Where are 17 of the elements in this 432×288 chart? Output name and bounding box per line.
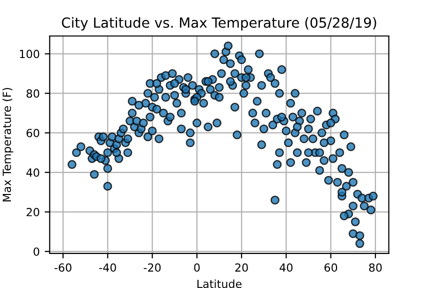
y-tick-label: 60 <box>26 128 40 138</box>
x-tick-label: -40 <box>99 263 116 272</box>
y-tick-label: 40 <box>26 168 40 177</box>
x-tick-label: 0 <box>194 263 200 272</box>
y-tick-label: 80 <box>26 89 40 98</box>
y-tick-label: 0 <box>34 247 40 256</box>
x-axis-title: Latitude <box>197 279 242 288</box>
x-tick-label: 40 <box>280 263 293 272</box>
y-axis-title: Max Temperature (F) <box>2 88 14 202</box>
chart-title: City Latitude vs. Max Temperature (05/28/19) <box>62 17 376 31</box>
y-tick-label: 20 <box>26 208 40 216</box>
x-tick-label: 60 <box>324 263 338 272</box>
x-tick-label: 80 <box>369 263 382 272</box>
x-tick-label: -20 <box>144 263 161 272</box>
x-tick-label: -60 <box>54 263 72 272</box>
y-tick-label: 100 <box>20 50 40 58</box>
x-tick-label: 20 <box>235 263 248 272</box>
